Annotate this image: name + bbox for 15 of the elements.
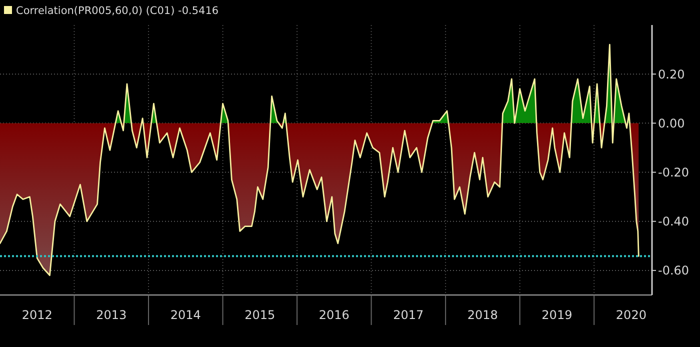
y-tick-label: 0.00: [658, 116, 685, 130]
y-tick-label: -0.40: [658, 214, 690, 229]
y-tick-label: -0.60: [658, 264, 690, 278]
x-tick-label: 2012: [22, 308, 52, 322]
x-tick-label: 2015: [244, 308, 276, 322]
y-tick-label: -0.20: [658, 165, 690, 180]
x-tick-label: 2018: [467, 308, 498, 322]
x-tick-label: 2014: [170, 308, 201, 322]
x-tick-label: 2017: [393, 308, 424, 322]
y-tick-label: 0.20: [658, 67, 685, 82]
legend-label: Correlation(PR005,60,0) (C01) -0.5416: [16, 5, 219, 17]
x-tick-label: 2016: [318, 308, 350, 322]
x-tick-label: 2013: [96, 308, 127, 322]
x-tick-label: 2019: [542, 308, 572, 322]
x-tick-label: 2020: [616, 308, 646, 322]
